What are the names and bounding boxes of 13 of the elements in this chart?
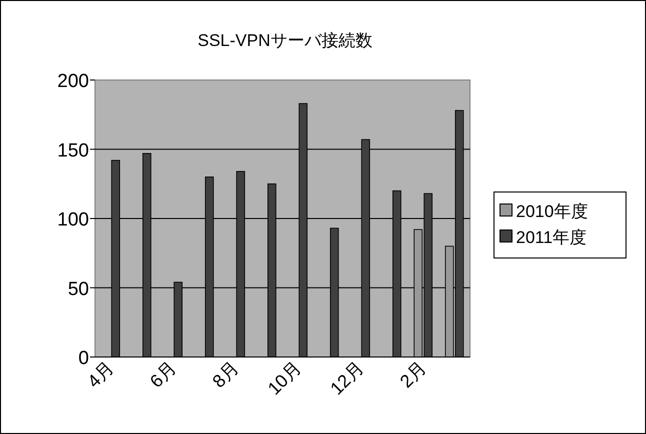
- y-tick-label: 150: [57, 140, 89, 162]
- chart-title: SSL-VPNサーバ接続数: [198, 31, 372, 50]
- legend-label: 2011年度: [516, 228, 587, 247]
- x-tick-label: 6月: [146, 358, 180, 392]
- legend-label: 2010年度: [516, 202, 588, 221]
- x-tick-label: 8月: [208, 358, 242, 392]
- x-tick-label: 2月: [396, 358, 430, 392]
- x-tick-label: 10月: [264, 358, 305, 399]
- y-tick-label: 0: [78, 348, 89, 369]
- y-tick-label: 200: [57, 71, 89, 92]
- x-tick-label: 12月: [326, 358, 368, 399]
- y-tick-label: 100: [57, 210, 89, 230]
- y-tick-label: 50: [68, 278, 89, 300]
